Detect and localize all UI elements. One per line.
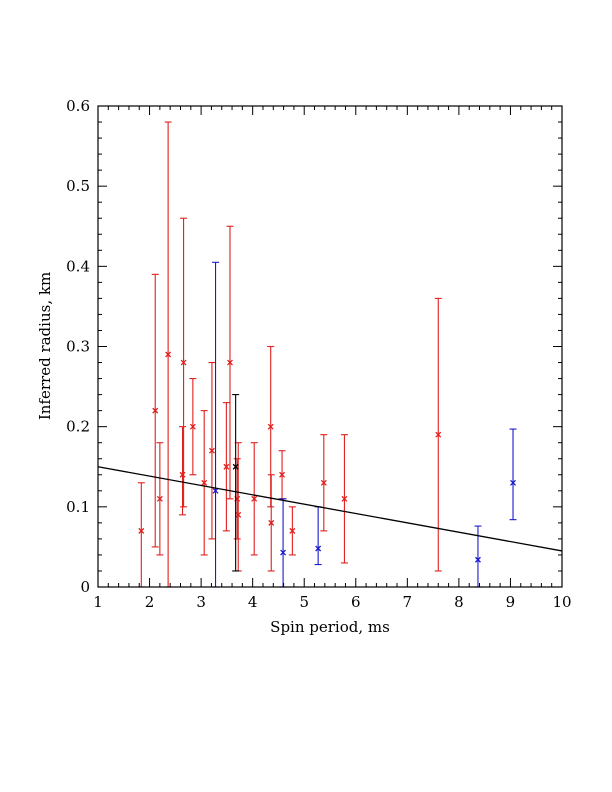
data-point bbox=[509, 428, 517, 521]
x-tick-label: 2 bbox=[145, 593, 155, 611]
data-point bbox=[164, 121, 172, 588]
point-marker-b bbox=[510, 479, 516, 486]
point-marker-b bbox=[320, 479, 327, 486]
x-tick-label: 5 bbox=[299, 593, 309, 611]
point-marker-b bbox=[152, 407, 159, 414]
series-black bbox=[232, 394, 240, 572]
y-tick-label: 0.2 bbox=[66, 418, 90, 436]
point-marker-b bbox=[208, 447, 215, 454]
point-marker-b bbox=[227, 359, 233, 366]
x-tick-label: 1 bbox=[93, 593, 103, 611]
series-red bbox=[137, 121, 442, 588]
data-point bbox=[250, 442, 258, 556]
data-point bbox=[200, 410, 208, 556]
point-marker-b bbox=[156, 495, 163, 502]
point-marker-b bbox=[267, 423, 274, 430]
point-marker-b bbox=[341, 495, 348, 502]
data-point bbox=[156, 442, 164, 556]
point-marker-b bbox=[232, 463, 239, 470]
data-point bbox=[189, 378, 197, 476]
fit-line bbox=[97, 466, 563, 552]
data-point bbox=[232, 394, 240, 572]
x-tick-label: 8 bbox=[454, 593, 464, 611]
data-point bbox=[279, 498, 287, 588]
point-marker-b bbox=[280, 549, 287, 556]
data-point bbox=[434, 297, 442, 572]
data-point bbox=[320, 434, 328, 532]
y-tick-label: 0.3 bbox=[66, 338, 90, 356]
point-marker-b bbox=[268, 519, 275, 526]
data-point bbox=[233, 458, 241, 540]
series-blue bbox=[212, 261, 517, 588]
point-marker-b bbox=[289, 527, 296, 534]
data-point bbox=[208, 361, 216, 540]
data-point bbox=[222, 402, 230, 532]
y-tick-label: 0 bbox=[80, 578, 90, 596]
point-marker-b bbox=[179, 471, 186, 478]
data-point bbox=[180, 217, 188, 508]
data-point bbox=[340, 434, 348, 564]
point-marker-b bbox=[251, 495, 258, 502]
x-tick-label: 6 bbox=[351, 593, 361, 611]
point-marker-b bbox=[212, 487, 219, 494]
point-marker-b bbox=[315, 545, 322, 552]
data-point bbox=[212, 261, 220, 588]
x-tick-label: 7 bbox=[403, 593, 413, 611]
point-marker-b bbox=[223, 463, 230, 470]
x-tick-label: 9 bbox=[506, 593, 516, 611]
point-marker-b bbox=[138, 527, 145, 534]
point-marker-b bbox=[475, 556, 481, 563]
y-axis-label: Inferred radius, km bbox=[36, 272, 54, 420]
point-marker-b bbox=[235, 511, 242, 518]
y-tick-label: 0.4 bbox=[66, 257, 90, 275]
x-tick-label: 3 bbox=[196, 593, 206, 611]
y-tick-label: 0.1 bbox=[66, 498, 90, 516]
point-marker-b bbox=[201, 479, 208, 486]
x-tick-label: 10 bbox=[552, 593, 571, 611]
data-point bbox=[278, 450, 286, 500]
data-point bbox=[314, 506, 322, 566]
point-marker-b bbox=[165, 351, 172, 358]
data-point bbox=[267, 474, 275, 572]
y-tick-label: 0.5 bbox=[66, 177, 90, 195]
point-marker-b bbox=[189, 423, 196, 430]
data-point bbox=[179, 426, 187, 516]
point-marker-b bbox=[180, 359, 187, 366]
data-point bbox=[226, 225, 234, 500]
point-marker-b bbox=[435, 431, 442, 438]
x-axis-label: Spin period, ms bbox=[270, 618, 390, 636]
data-point bbox=[137, 482, 145, 588]
x-tick-label: 4 bbox=[248, 593, 258, 611]
point-marker-b bbox=[279, 471, 286, 478]
y-tick-label: 0.6 bbox=[66, 97, 90, 115]
data-point bbox=[288, 506, 296, 556]
data-point bbox=[151, 273, 159, 548]
plot-layer bbox=[97, 121, 563, 588]
axis-ticks: 1 2 3 4 5 6 7 8 9 10 0 0.1 0.2 0.3 0.4 0.5 0.6 bbox=[66, 97, 571, 611]
